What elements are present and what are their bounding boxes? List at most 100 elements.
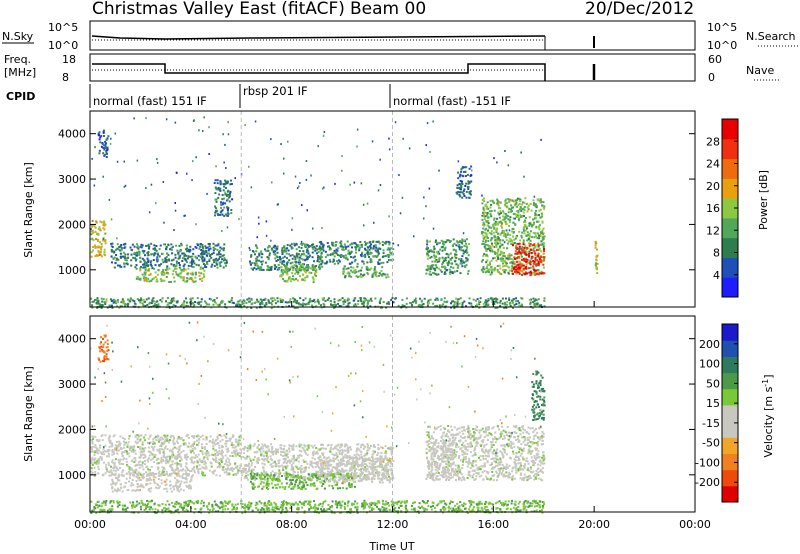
data-cell [99,304,102,307]
data-cell [463,244,466,247]
data-cell [160,456,163,459]
data-cell [520,253,523,256]
data-cell [172,439,175,442]
data-cell [150,279,153,282]
data-cell [133,300,136,303]
data-cell [311,304,314,307]
data-cell [223,247,225,250]
data-cell [147,264,150,266]
data-cell [384,455,387,458]
data-cell [186,277,189,280]
data-cell [115,248,117,251]
data-cell [120,474,123,476]
data-cell [142,263,145,266]
data-cell [155,439,158,442]
data-cell [128,473,131,475]
data-cell [220,444,223,447]
data-cell [469,190,472,193]
data-cell [466,186,469,188]
data-cell [468,243,470,245]
data-cell [468,297,471,300]
data-cell [460,249,463,252]
data-cell [237,303,240,306]
data-cell [333,304,336,307]
data-cell [116,243,119,246]
data-cell [361,252,363,255]
data-cell [201,243,204,246]
data-cell [297,302,300,305]
data-cell [397,244,399,247]
data-cell [331,253,334,256]
data-cell [530,223,533,226]
data-cell [160,436,163,439]
data-cell [272,246,275,249]
data-cell [260,452,263,455]
data-cell [143,453,146,456]
data-cell [426,304,429,307]
data-cell [252,458,255,461]
data-cell [210,453,213,456]
data-cell [113,461,116,464]
data-cell [172,304,175,307]
data-cell [331,243,334,246]
data-cell [483,224,486,227]
data-cell [111,250,114,253]
data-cell [323,297,325,300]
data-cell [212,258,215,261]
data-cell [171,468,174,471]
data-cell [496,252,499,255]
data-cell [518,266,521,269]
data-cell [91,249,94,252]
data-cell [322,134,325,137]
data-cell [205,443,208,445]
data-cell [515,201,518,204]
data-cell [282,278,285,280]
data-cell [205,438,208,441]
data-cell [454,253,456,256]
data-cell [184,469,187,472]
data-cell [150,459,153,462]
data-cell [218,463,221,466]
data-cell [105,152,108,155]
data-cell [313,444,316,447]
data-cell [221,230,223,232]
data-cell [182,449,185,452]
data-cell [505,229,508,232]
data-cell [193,456,196,459]
data-cell [331,260,334,263]
data-cell [202,474,204,477]
data-cell [398,174,400,176]
data-cell [175,458,178,461]
data-cell [360,451,363,453]
data-cell [110,471,113,474]
data-cell [316,452,319,455]
data-cell [313,462,316,465]
data-cell [360,182,363,185]
data-cell [347,249,350,252]
data-cell [357,300,360,303]
data-cell [347,448,350,451]
data-cell [367,253,370,256]
data-cell [456,187,459,189]
data-cell [108,441,111,444]
data-cell [240,452,242,455]
data-cell [97,228,100,231]
data-cell [305,258,308,261]
data-cell [105,300,108,303]
data-cell [270,297,273,300]
data-cell [123,255,126,258]
data-cell [345,246,348,249]
data-cell [528,222,531,225]
data-cell [486,259,489,262]
data-cell [460,258,463,261]
data-cell [444,259,447,262]
data-cell [513,303,516,306]
data-cell [141,453,144,456]
data-cell [144,268,147,271]
data-cell [227,193,230,196]
data-cell [97,132,100,135]
data-cell [501,222,503,225]
data-cell [423,196,425,199]
data-cell [174,477,177,480]
data-cell [154,435,157,438]
